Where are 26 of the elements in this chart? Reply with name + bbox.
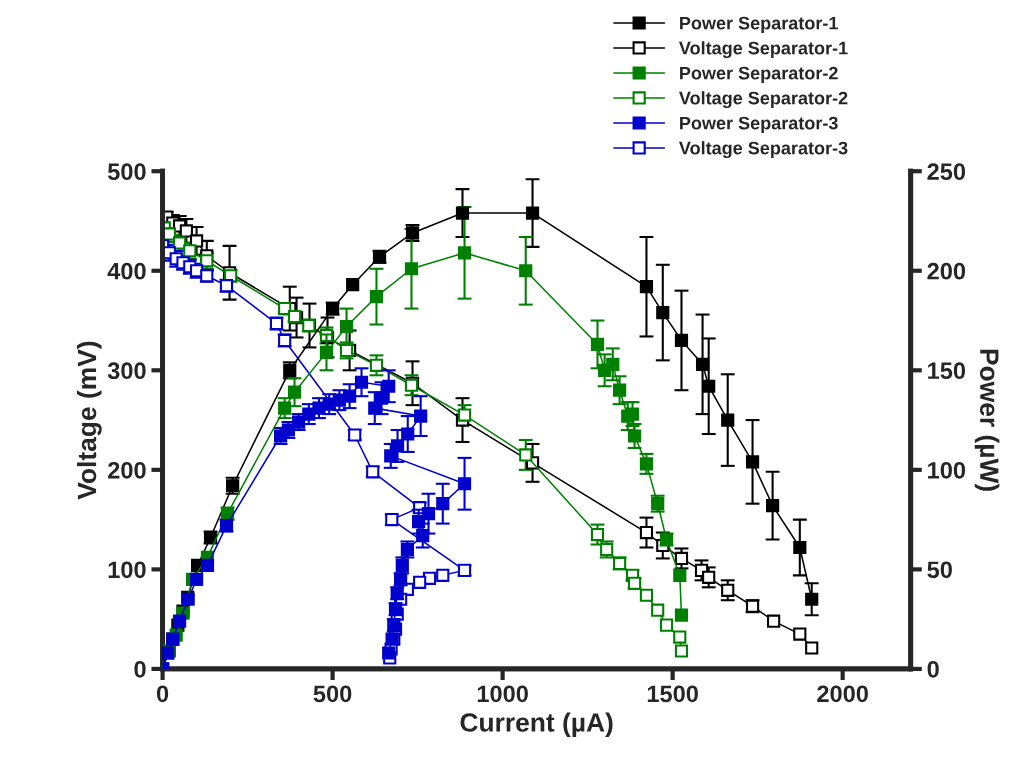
x-tick-label: 500 bbox=[313, 685, 352, 703]
y-tick-label: 300 bbox=[107, 362, 146, 380]
y2-tick-label: 150 bbox=[928, 362, 966, 380]
y-tick-label: 500 bbox=[107, 163, 146, 181]
x-tick-label: 0 bbox=[156, 685, 169, 703]
legend-label: Power Separator-3 bbox=[680, 116, 838, 134]
legend-label: Voltage Separator-2 bbox=[679, 91, 848, 109]
x-tick-label: 1500 bbox=[647, 685, 698, 703]
legend-label: Voltage Separator-3 bbox=[679, 141, 848, 159]
y-tick-label: 0 bbox=[134, 660, 146, 678]
y2-tick-label: 250 bbox=[927, 163, 966, 181]
y2-axis-title: Power (µW) bbox=[974, 349, 1000, 491]
legend-label: Power Separator-2 bbox=[680, 66, 838, 84]
y2-tick-label: 100 bbox=[928, 461, 966, 479]
y2-tick-label: 200 bbox=[927, 262, 966, 280]
y2-tick-label: 0 bbox=[927, 660, 939, 678]
x-axis-title: Current (µA) bbox=[460, 712, 613, 738]
y2-tick-label: 50 bbox=[927, 561, 952, 579]
y-tick-label: 400 bbox=[107, 262, 146, 280]
x-tick-label: 2000 bbox=[817, 685, 868, 703]
x-tick-label: 1000 bbox=[477, 685, 528, 703]
legend-label: Voltage Separator-1 bbox=[679, 41, 848, 59]
y-axis-title: Voltage (mV) bbox=[76, 341, 102, 500]
y-tick-label: 200 bbox=[108, 461, 146, 479]
legend-label: Power Separator-1 bbox=[680, 16, 838, 34]
y-tick-label: 100 bbox=[108, 561, 146, 579]
